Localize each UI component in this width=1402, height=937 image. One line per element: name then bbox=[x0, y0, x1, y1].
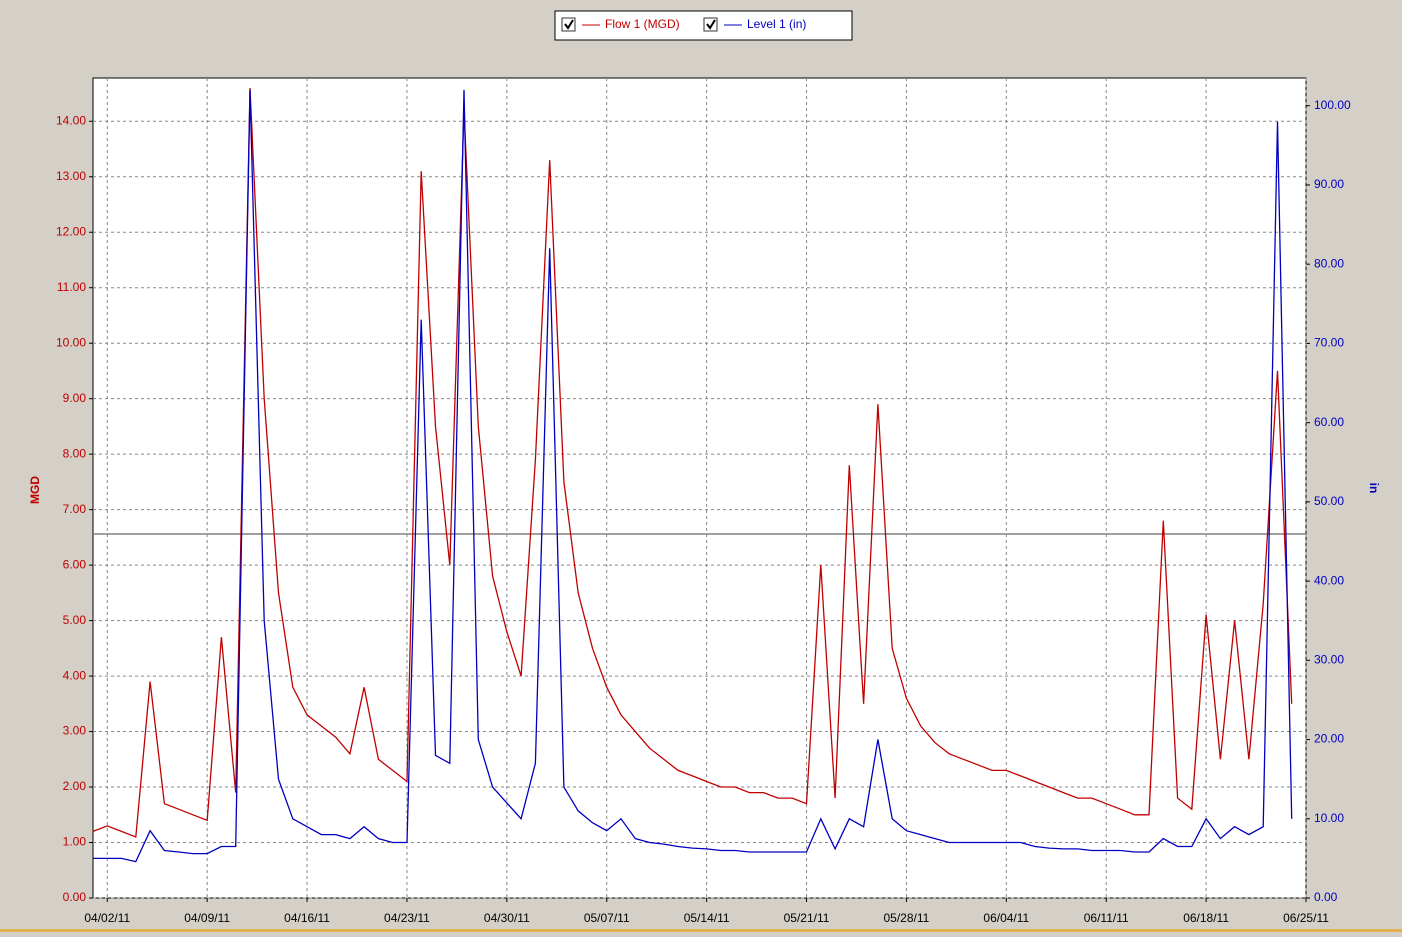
y2-tick-label: 0.00 bbox=[1314, 890, 1338, 904]
y-tick-label: 6.00 bbox=[63, 557, 87, 571]
y2-tick-label: 50.00 bbox=[1314, 494, 1344, 508]
y-tick-label: 4.00 bbox=[63, 668, 87, 682]
y2-tick-label: 40.00 bbox=[1314, 573, 1344, 587]
series-line bbox=[92, 87, 1293, 838]
y-tick-label: 7.00 bbox=[63, 502, 87, 516]
y-tick-label: 13.00 bbox=[56, 169, 86, 183]
y-tick-label: 11.00 bbox=[57, 280, 86, 294]
x-tick-label: 05/21/11 bbox=[784, 911, 830, 925]
y-tick-label: 0.00 bbox=[63, 890, 87, 904]
y2-tick-label: 10.00 bbox=[1314, 811, 1344, 825]
y2-axis-label: in bbox=[1367, 483, 1381, 494]
legend-label: Flow 1 (MGD) bbox=[605, 17, 680, 31]
y2-tick-label: 70.00 bbox=[1314, 336, 1344, 350]
bottom-strip bbox=[0, 929, 1402, 932]
y2-tick-label: 60.00 bbox=[1314, 415, 1344, 429]
y-tick-label: 10.00 bbox=[56, 335, 86, 349]
x-tick-label: 04/30/11 bbox=[484, 911, 530, 925]
x-tick-label: 05/14/11 bbox=[684, 911, 730, 925]
y2-tick-label: 80.00 bbox=[1314, 256, 1344, 270]
y2-tick-label: 30.00 bbox=[1314, 652, 1344, 666]
y-tick-label: 1.00 bbox=[63, 835, 87, 849]
x-tick-label: 04/09/11 bbox=[184, 911, 230, 925]
x-tick-label: 06/25/11 bbox=[1283, 911, 1329, 925]
x-tick-label: 04/16/11 bbox=[284, 911, 330, 925]
y-tick-label: 3.00 bbox=[63, 724, 87, 738]
x-tick-label: 06/04/11 bbox=[983, 911, 1029, 925]
y-tick-label: 12.00 bbox=[56, 224, 86, 238]
y-tick-label: 2.00 bbox=[63, 779, 87, 793]
checkmark bbox=[564, 19, 574, 30]
y-tick-label: 8.00 bbox=[63, 446, 87, 460]
y-tick-label: 9.00 bbox=[63, 391, 87, 405]
y-tick-label: 14.00 bbox=[56, 113, 86, 127]
x-tick-label: 04/23/11 bbox=[384, 911, 430, 925]
x-tick-label: 06/11/11 bbox=[1084, 911, 1129, 925]
y-axis-label: MGD bbox=[28, 476, 42, 504]
x-tick-label: 05/28/11 bbox=[884, 911, 930, 925]
x-tick-label: 06/18/11 bbox=[1183, 911, 1229, 925]
x-tick-label: 05/07/11 bbox=[584, 911, 630, 925]
legend: Flow 1 (MGD) Level 1 (in) bbox=[554, 10, 853, 41]
y2-tick-label: 100.00 bbox=[1314, 98, 1351, 112]
y2-tick-label: 20.00 bbox=[1314, 732, 1344, 746]
plot-area bbox=[92, 77, 1307, 899]
y2-tick-label: 90.00 bbox=[1314, 177, 1344, 191]
x-tick-label: 04/02/11 bbox=[84, 911, 130, 925]
series-line bbox=[93, 89, 1293, 863]
legend-label: Level 1 (in) bbox=[747, 17, 806, 31]
y-tick-label: 5.00 bbox=[63, 613, 87, 627]
checkmark bbox=[706, 19, 716, 30]
